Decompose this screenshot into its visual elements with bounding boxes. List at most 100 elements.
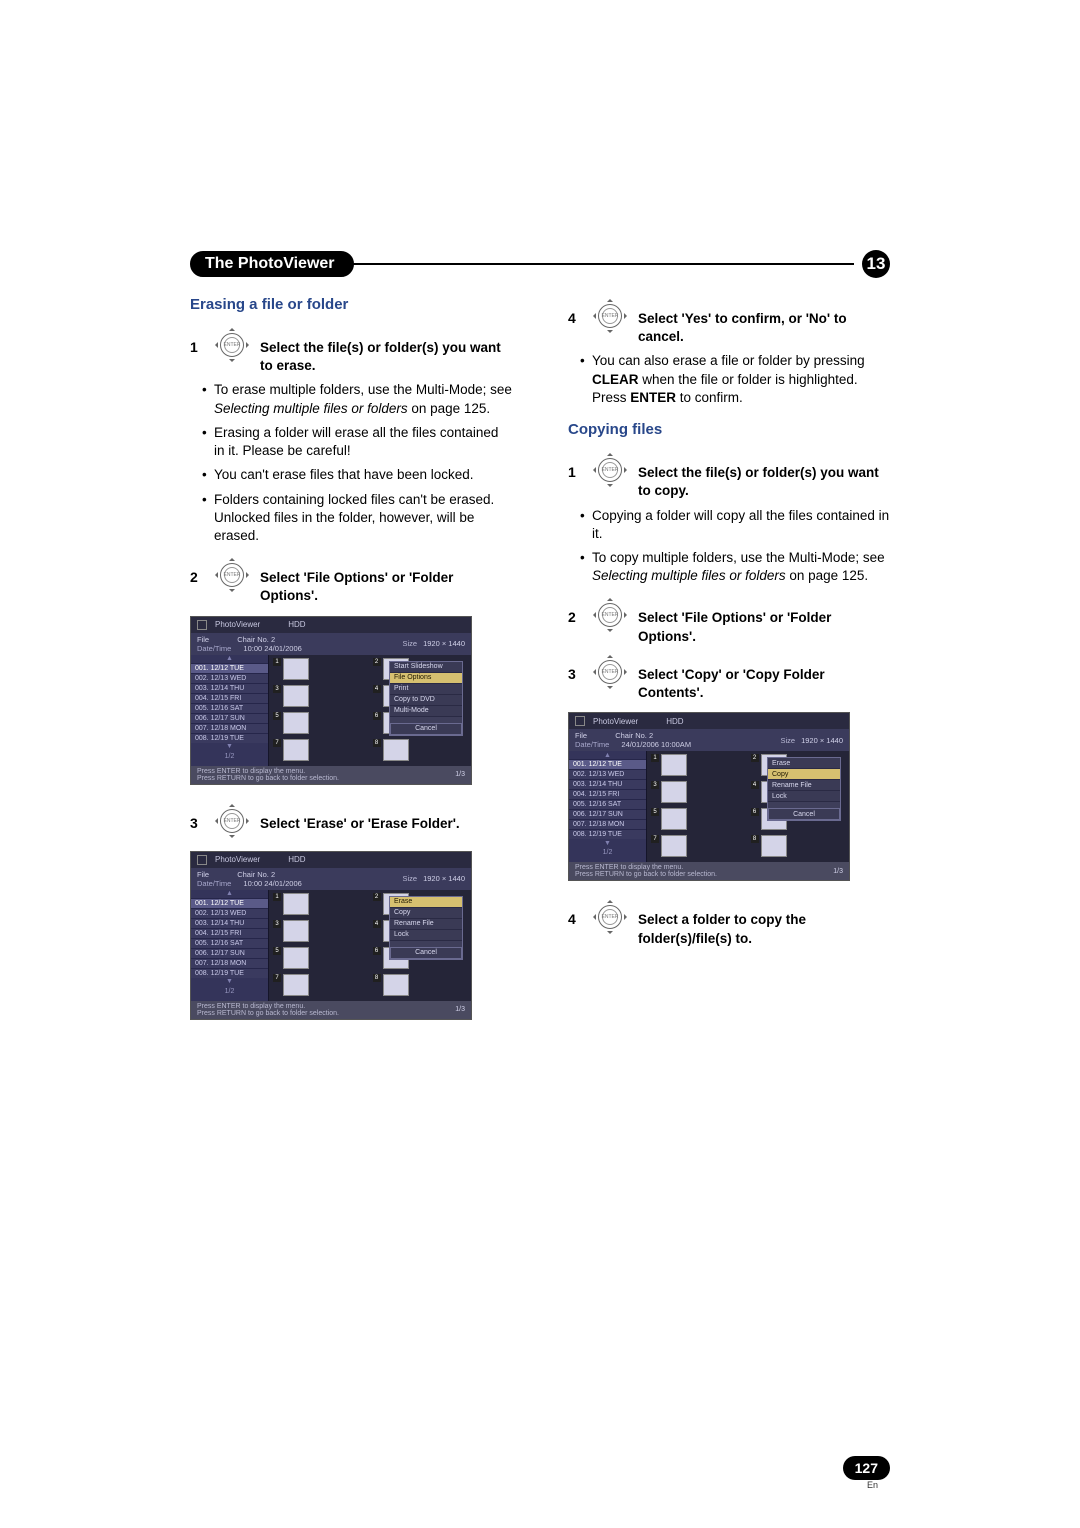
copy-bullets: Copying a folder will copy all the files…	[568, 507, 890, 586]
pv-hint-1: Press ENTER to display the menu.	[197, 768, 339, 775]
pv-header: File Chair No. 2 Date/Time 24/01/2006 10…	[569, 729, 849, 751]
pv-thumb-image	[283, 712, 309, 734]
step-bold: Select the file(s) or folder(s) you want…	[638, 465, 879, 498]
step-bold: Select 'Erase' or 'Erase Folder'.	[260, 816, 460, 831]
pv-page-right: 1/3	[455, 771, 465, 778]
section-header: The PhotoViewer 13	[190, 250, 890, 278]
pv-date: 10:00 24/01/2006	[243, 879, 301, 888]
step-text: Select 'Copy' or 'Copy Folder Contents'.	[638, 652, 890, 702]
step-text: Select a folder to copy the folder(s)/fi…	[638, 897, 890, 947]
pv-menu-cancel: Cancel	[768, 808, 840, 820]
pv-file-label: File	[197, 635, 209, 644]
pv-thumb-image	[661, 808, 687, 830]
pv-thumb-badge: 7	[273, 974, 281, 982]
pv-size-label: Size	[402, 639, 417, 648]
pv-body: ▲ 001. 12/12 TUE002. 12/13 WED003. 12/14…	[191, 655, 471, 766]
enter-icon: ENTER	[212, 555, 252, 595]
scroll-up-icon: ▲	[569, 751, 646, 759]
step-number: 4	[568, 296, 582, 326]
pv-list-row: 006. 12/17 SUN	[191, 948, 268, 958]
pv-list-row: 005. 12/16 SAT	[191, 938, 268, 948]
pv-date: 10:00 24/01/2006	[243, 644, 301, 653]
pv-menu-cancel: Cancel	[390, 723, 462, 735]
content-columns: Erasing a file or folder 1 ENTER Select …	[190, 296, 890, 1036]
step-text: Select 'Erase' or 'Erase Folder'.	[260, 801, 512, 833]
pv-thumb-image	[761, 835, 787, 857]
pv-app-icon	[197, 855, 207, 865]
pv-menu-item: Erase	[390, 897, 462, 908]
scroll-up-icon: ▲	[191, 890, 268, 898]
pv-thumb-badge: 7	[273, 739, 281, 747]
pv-menu-cancel: Cancel	[390, 947, 462, 959]
pv-app-icon	[197, 620, 207, 630]
pv-thumb-image	[283, 685, 309, 707]
pv-source: HDD	[666, 717, 683, 726]
left-column: Erasing a file or folder 1 ENTER Select …	[190, 296, 512, 1036]
header-rule	[350, 263, 854, 265]
pv-thumb-badge: 6	[373, 947, 381, 955]
erase-step-1: 1 ENTER Select the file(s) or folder(s) …	[190, 325, 512, 375]
list-item: Folders containing locked files can't be…	[204, 491, 512, 546]
pv-thumb-image	[283, 947, 309, 969]
pv-thumb-cell: 1	[651, 754, 746, 778]
scroll-down-icon: ▼	[191, 978, 268, 986]
erase-step4-bullets: You can also erase a file or folder by p…	[568, 352, 890, 407]
erasing-heading: Erasing a file or folder	[190, 296, 512, 313]
pv-file-list: ▲ 001. 12/12 TUE002. 12/13 WED003. 12/14…	[191, 655, 269, 766]
enter-icon: ENTER	[590, 450, 630, 490]
step-bold: Select 'File Options' or 'Folder Options…	[260, 570, 453, 603]
erase-bullets: To erase multiple folders, use the Multi…	[190, 381, 512, 545]
pv-hint-2: Press RETURN to go back to folder select…	[197, 775, 339, 782]
pv-hint-bar: Press ENTER to display the menu. Press R…	[191, 766, 471, 784]
pv-size-value: 1920 × 1440	[423, 874, 465, 883]
pv-thumb-badge: 8	[373, 739, 381, 747]
pv-hint-bar: Press ENTER to display the menu. Press R…	[191, 1001, 471, 1019]
pv-source: HDD	[288, 620, 305, 629]
chapter-number: 13	[862, 250, 890, 278]
pv-thumb-cell: 3	[651, 781, 746, 805]
pv-thumb-cell: 3	[273, 685, 368, 709]
pv-page-right: 1/3	[833, 868, 843, 875]
pv-chair: Chair No. 2	[237, 635, 275, 644]
copying-heading: Copying files	[568, 421, 890, 438]
pv-thumbnails: 12345678 EraseCopyRename FileLockCancel	[269, 890, 471, 1001]
pv-pager: 1/2	[191, 986, 268, 997]
pv-menu-item: Lock	[390, 930, 462, 941]
pv-list-row: 003. 12/14 THU	[191, 918, 268, 928]
pv-list-row: 008. 12/19 TUE	[191, 733, 268, 743]
pv-thumb-image	[283, 893, 309, 915]
step-bold: Select 'File Options' or 'Folder Options…	[638, 610, 831, 643]
enter-icon: ENTER	[590, 652, 630, 692]
step-number: 2	[568, 595, 582, 625]
pv-date: 24/01/2006 10:00AM	[621, 740, 691, 749]
pv-thumb-cell: 8	[373, 739, 468, 763]
pv-context-menu: EraseCopyRename FileLockCancel	[767, 757, 841, 821]
pv-file-list: ▲ 001. 12/12 TUE002. 12/13 WED003. 12/14…	[569, 751, 647, 862]
step-text: Select 'File Options' or 'Folder Options…	[260, 555, 512, 605]
pv-thumbnails: 12345678 EraseCopyRename FileLockCancel	[647, 751, 849, 862]
pv-thumb-badge: 6	[373, 712, 381, 720]
pv-thumb-badge: 3	[273, 685, 281, 693]
pv-app-icon	[575, 716, 585, 726]
right-column: 4 ENTER Select 'Yes' to confirm, or 'No'…	[568, 296, 890, 1036]
pv-menu-item: Start Slideshow	[390, 662, 462, 673]
enter-icon: ENTER	[590, 595, 630, 635]
step-number: 3	[568, 652, 582, 682]
pv-pager: 1/2	[191, 751, 268, 762]
pv-thumb-badge: 1	[273, 658, 281, 666]
pv-thumb-badge: 6	[751, 808, 759, 816]
pv-date-label: Date/Time	[197, 644, 231, 653]
pv-file-label: File	[575, 731, 587, 740]
pv-header: File Chair No. 2 Date/Time 10:00 24/01/2…	[191, 633, 471, 655]
page-language: En	[867, 1480, 878, 1490]
pv-menu-item: Copy to DVD	[390, 695, 462, 706]
pv-title: PhotoViewer	[215, 620, 260, 629]
pv-thumb-cell: 1	[273, 893, 368, 917]
pv-thumb-cell: 8	[373, 974, 468, 998]
pv-size-label: Size	[780, 736, 795, 745]
step-text: Select 'Yes' to confirm, or 'No' to canc…	[638, 296, 890, 346]
pv-list-row: 007. 12/18 MON	[569, 819, 646, 829]
pv-thumb-cell: 5	[651, 808, 746, 832]
pv-thumb-badge: 5	[651, 808, 659, 816]
enter-icon: ENTER	[212, 325, 252, 365]
